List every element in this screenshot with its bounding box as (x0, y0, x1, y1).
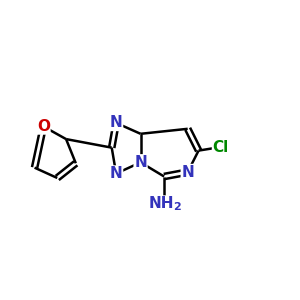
Text: N: N (110, 116, 122, 130)
Text: N: N (134, 155, 147, 170)
Text: Cl: Cl (212, 140, 229, 154)
Text: 2: 2 (173, 202, 181, 212)
Text: N: N (110, 166, 122, 181)
Text: O: O (37, 119, 50, 134)
Text: NH: NH (148, 196, 174, 211)
Text: N: N (181, 165, 194, 180)
